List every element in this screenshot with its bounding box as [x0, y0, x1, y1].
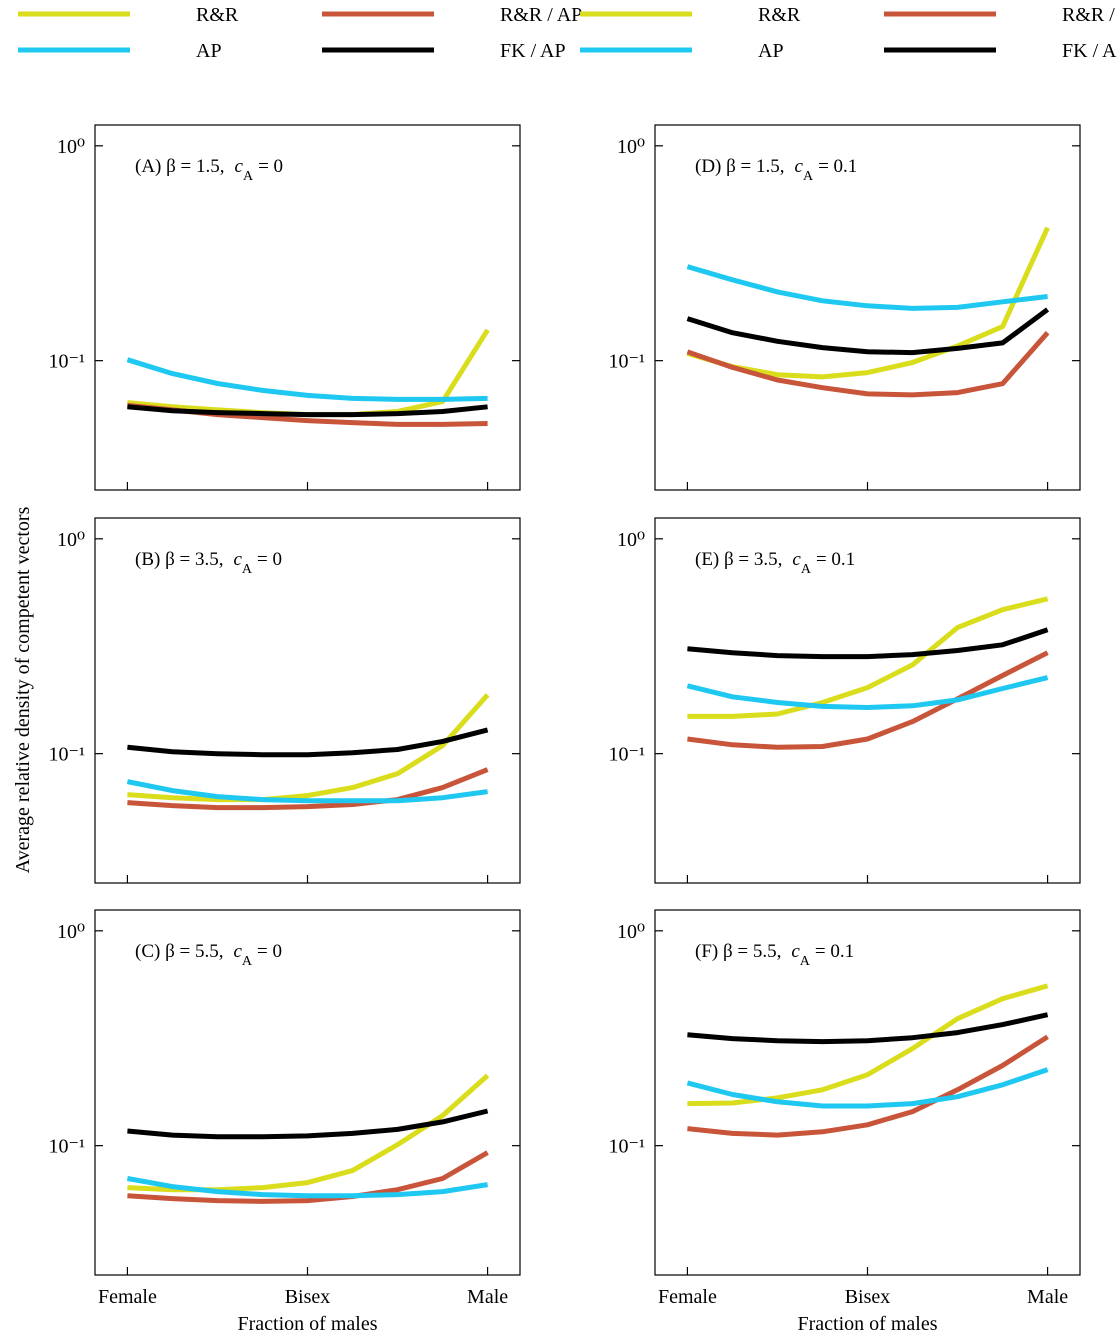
panel-label-text: (D) β = 1.5,	[695, 156, 785, 177]
panel-label-var: c	[233, 941, 242, 962]
panel: 10⁰ 10⁻¹ (D) β = 1.5, cA = 0.1	[608, 124, 1081, 491]
panel-label: (D) β = 1.5, cA = 0.1	[695, 156, 857, 184]
legend-item: R&R	[580, 4, 801, 26]
series-line	[126, 779, 488, 804]
panel-label-rhs: = 0.1	[815, 941, 854, 962]
y-tick-label: 10⁻¹	[608, 351, 645, 373]
series-line	[126, 357, 488, 402]
panel-label-sub: A	[243, 169, 254, 184]
series-line	[686, 331, 1050, 398]
panel-label-sub: A	[801, 562, 812, 577]
y-tick-label: 10⁰	[57, 136, 85, 158]
y-tick-label: 10⁰	[617, 921, 645, 943]
series-line	[127, 404, 488, 418]
legend-label: R&R	[196, 4, 239, 26]
series-line	[687, 1034, 1049, 1138]
series-line	[687, 596, 1049, 719]
series-line	[687, 627, 1049, 660]
series-line	[127, 1108, 489, 1140]
y-tick-label: 10⁻¹	[608, 1136, 645, 1158]
panel-label-var: c	[233, 549, 242, 570]
series-line	[126, 1176, 488, 1199]
series-line	[127, 1150, 489, 1204]
legend-item: R&R / AP	[322, 4, 582, 26]
panel-label: (A) β = 1.5, cA = 0	[135, 156, 283, 184]
series-line	[686, 307, 1050, 356]
panel: 10⁰ 10⁻¹ Female Bisex Male (F) β = 5.5, cA = 0.…	[608, 909, 1081, 1335]
legend-label: R&R / AP	[1062, 4, 1117, 26]
series-line	[686, 264, 1048, 311]
series-line	[127, 767, 489, 811]
y-tick-label: 10⁰	[57, 921, 85, 943]
series-line	[127, 1073, 490, 1193]
plot-frame	[654, 517, 1081, 884]
series-line	[127, 727, 489, 758]
legend-item: R&R / AP	[884, 4, 1117, 26]
legend-label: AP	[196, 40, 222, 62]
panel-label-rhs: = 0.1	[816, 549, 855, 570]
x-tick-label: Male	[1027, 1286, 1068, 1308]
x-tick-label: Female	[98, 1286, 157, 1308]
panel-label-var: c	[235, 156, 244, 177]
y-tick-label: 10⁰	[617, 529, 645, 551]
panel-label-sub: A	[242, 562, 253, 577]
panel-label-sub: A	[800, 954, 811, 969]
legend-label: R&R	[758, 4, 801, 26]
panel: 10⁰ 10⁻¹ (E) β = 3.5, cA = 0.1	[608, 517, 1081, 884]
panel-label: (E) β = 3.5, cA = 0.1	[695, 549, 855, 577]
series-line	[687, 650, 1049, 750]
panel-label-text: (B) β = 3.5,	[135, 549, 223, 570]
series-line	[686, 1067, 1049, 1109]
x-axis-label: Fraction of males	[238, 1313, 378, 1335]
panel-label-rhs: = 0	[258, 156, 283, 177]
panel-label: (C) β = 5.5, cA = 0	[135, 941, 282, 969]
panel-label-sub: A	[803, 169, 814, 184]
panel-label-var: c	[795, 156, 804, 177]
x-tick-label: Female	[658, 1286, 717, 1308]
legend-label: FK / AP	[1062, 40, 1117, 62]
plot-frame	[94, 517, 521, 884]
panel: 10⁰ 10⁻¹ Female Bisex Male (C) β = 5.5, cA = 0 F…	[48, 909, 521, 1335]
x-tick-label: Bisex	[845, 1286, 891, 1308]
panel-label-var: c	[792, 549, 801, 570]
legend-item: AP	[580, 40, 784, 62]
y-tick-label: 10⁰	[617, 136, 645, 158]
panel-label-text: (C) β = 5.5,	[135, 941, 223, 962]
series-line	[687, 1012, 1049, 1045]
legend-label: R&R / AP	[500, 4, 582, 26]
plot-frame	[94, 909, 521, 1276]
panel-label-rhs: = 0	[257, 941, 282, 962]
panel-label-text: (A) β = 1.5,	[135, 156, 225, 177]
series-line	[687, 983, 1049, 1107]
series-line	[127, 693, 490, 803]
plot-frame	[94, 124, 521, 491]
x-tick-label: Bisex	[285, 1286, 331, 1308]
panel-label-rhs: = 0	[257, 549, 282, 570]
series-line	[686, 675, 1049, 710]
panel: 10⁰ 10⁻¹ (B) β = 3.5, cA = 0	[48, 517, 521, 884]
panel-label-text: (E) β = 3.5,	[695, 549, 782, 570]
legend-item: AP	[18, 40, 222, 62]
panel-label-sub: A	[242, 954, 253, 969]
x-axis-label: Fraction of males	[798, 1313, 938, 1335]
legend-item: FK / AP	[322, 40, 566, 62]
panel-label: (B) β = 3.5, cA = 0	[135, 549, 282, 577]
panel-label: (F) β = 5.5, cA = 0.1	[695, 941, 854, 969]
x-tick-label: Male	[467, 1286, 508, 1308]
panel-label-rhs: = 0.1	[818, 156, 857, 177]
legend-label: FK / AP	[500, 40, 566, 62]
legend-label: AP	[758, 40, 784, 62]
legend-item: R&R	[18, 4, 239, 26]
y-axis-label: Average relative density of competent ve…	[12, 506, 34, 873]
panel-label-var: c	[791, 941, 800, 962]
y-tick-label: 10⁻¹	[608, 744, 645, 766]
panel-label-text: (F) β = 5.5,	[695, 941, 781, 962]
y-tick-label: 10⁻¹	[48, 744, 85, 766]
y-tick-label: 10⁰	[57, 529, 85, 551]
legend-item: FK / AP	[884, 40, 1117, 62]
y-tick-label: 10⁻¹	[48, 351, 85, 373]
y-tick-label: 10⁻¹	[48, 1136, 85, 1158]
